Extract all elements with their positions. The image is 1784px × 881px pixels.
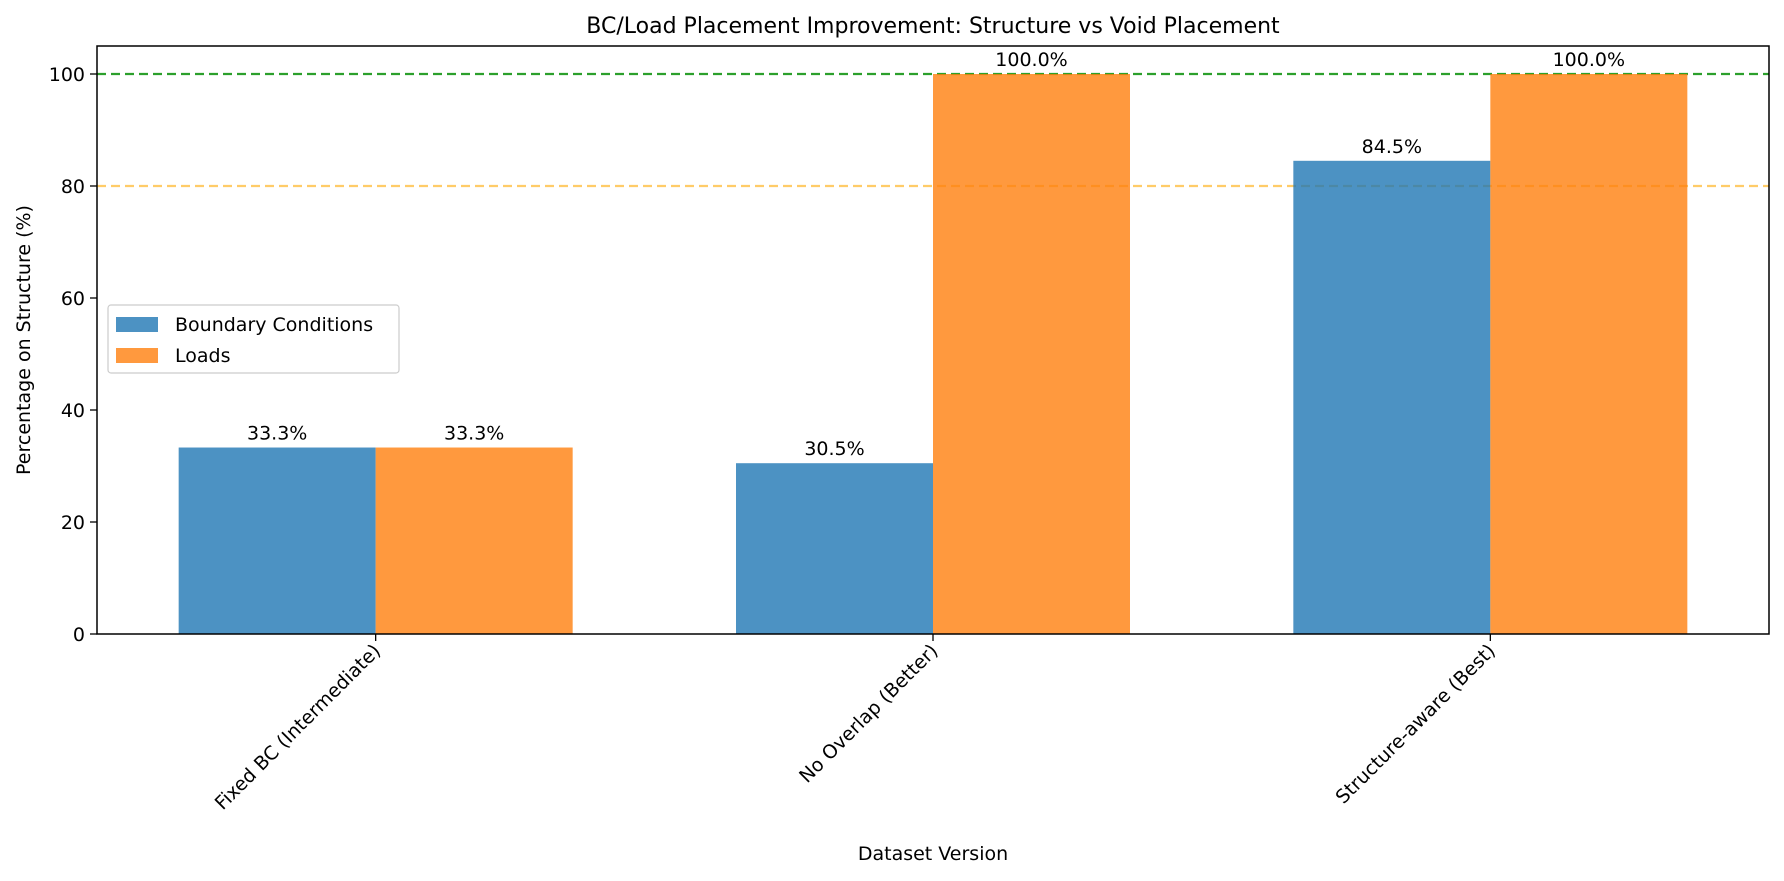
bar-value-label: 30.5% <box>804 438 864 460</box>
chart-title: BC/Load Placement Improvement: Structure… <box>586 14 1280 39</box>
bar-value-label: 33.3% <box>444 423 504 445</box>
x-axis-label: Dataset Version <box>858 843 1008 865</box>
x-tick-label: Structure-aware (Best) <box>1332 640 1500 808</box>
x-tick-label: No Overlap (Better) <box>795 640 942 787</box>
legend-label: Loads <box>175 345 230 367</box>
bar-value-label: 100.0% <box>1553 49 1625 71</box>
bar-value-label: 84.5% <box>1362 136 1422 158</box>
y-tick-label: 20 <box>61 512 85 534</box>
bar-boundary-conditions-1 <box>178 447 376 634</box>
legend-box <box>107 304 400 374</box>
legend-label: Boundary Conditions <box>175 314 373 336</box>
bar-loads-1 <box>375 447 573 634</box>
y-tick-label: 80 <box>61 176 85 198</box>
bar-loads-2 <box>933 74 1130 634</box>
y-tick-label: 0 <box>73 624 85 646</box>
y-tick-label: 40 <box>61 400 85 422</box>
y-axis-label: Percentage on Structure (%) <box>13 205 35 475</box>
legend-swatch <box>116 348 158 363</box>
legend: Boundary Conditions Loads <box>107 304 400 374</box>
bar-loads-3 <box>1490 74 1688 634</box>
y-tick-label: 100 <box>49 64 85 86</box>
bar-boundary-conditions-3 <box>1293 160 1491 635</box>
x-tick-label: Fixed BC (Intermediate) <box>211 640 385 814</box>
y-tick-label: 60 <box>61 288 85 310</box>
legend-swatch <box>116 317 158 332</box>
bar-value-label: 100.0% <box>995 49 1067 71</box>
bar-boundary-conditions-2 <box>736 463 933 634</box>
bar-value-label: 33.3% <box>247 423 307 445</box>
